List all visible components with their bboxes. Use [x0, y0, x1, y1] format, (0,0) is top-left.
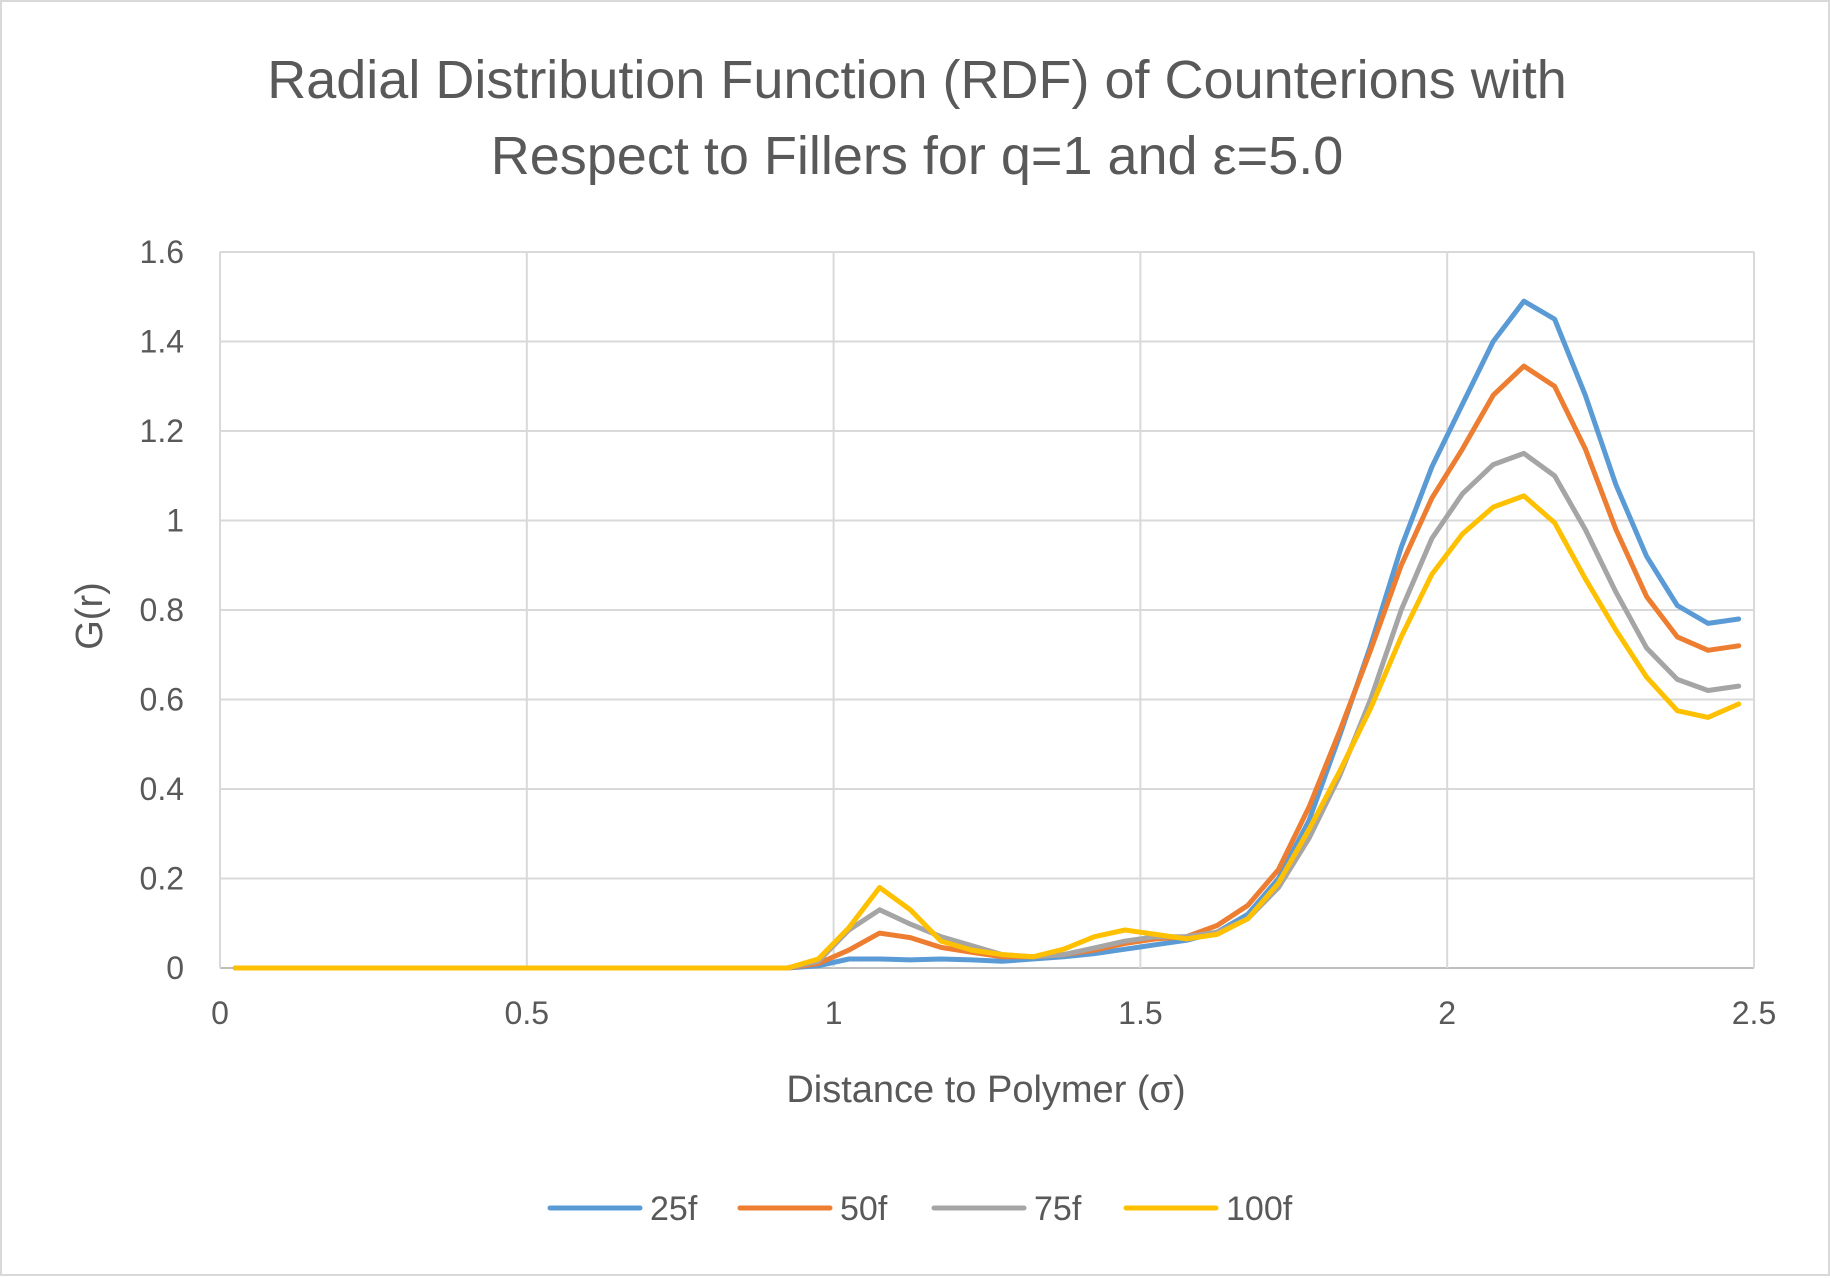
y-tick-label: 0.4 [140, 771, 184, 807]
x-tick-label: 2.5 [1732, 995, 1776, 1031]
series-line-100f [232, 493, 1742, 971]
y-tick-label: 0 [166, 950, 184, 986]
legend-item-75f: 75f [931, 1190, 1082, 1228]
legend-label: 100f [1226, 1190, 1293, 1228]
legend-label: 50f [840, 1190, 888, 1228]
y-tick-label: 1.6 [140, 234, 184, 270]
legend-item-25f: 25f [547, 1190, 698, 1228]
y-tick-label: 0.6 [140, 682, 184, 718]
series-line-75f [232, 450, 1742, 971]
x-tick-label: 2 [1438, 995, 1456, 1031]
y-tick-label: 1.2 [140, 413, 184, 449]
x-tick-label: 1.5 [1118, 995, 1162, 1031]
y-tick-label: 1.4 [140, 324, 184, 360]
x-axis-title: Distance to Polymer (σ) [786, 1069, 1185, 1111]
gridlines [219, 251, 1755, 969]
legend: 25f 50f 75f 100f [547, 1190, 1293, 1228]
chart-title: Radial Distribution Function (RDF) of Co… [267, 50, 1567, 186]
legend-item-100f: 100f [1123, 1190, 1293, 1228]
x-tick-label: 1 [825, 995, 843, 1031]
y-tick-label: 0.8 [140, 592, 184, 628]
y-axis-title: G(r) [69, 582, 111, 650]
x-tick-label: 0 [211, 995, 229, 1031]
series-lines [232, 298, 1742, 971]
y-axis-tick-labels: 0 0.2 0.4 0.6 0.8 1 1.2 1.4 1.6 [140, 234, 184, 986]
legend-label: 75f [1034, 1190, 1082, 1228]
chart-title-line-2: Respect to Fillers for q=1 and ε=5.0 [491, 126, 1344, 186]
legend-label: 25f [650, 1190, 698, 1228]
legend-item-50f: 50f [737, 1190, 888, 1228]
chart-title-line-1: Radial Distribution Function (RDF) of Co… [267, 50, 1567, 110]
series-line-25f [232, 298, 1742, 971]
y-tick-label: 0.2 [140, 861, 184, 897]
x-axis-tick-labels: 0 0.5 1 1.5 2 2.5 [211, 995, 1776, 1031]
x-tick-label: 0.5 [505, 995, 549, 1031]
y-tick-label: 1 [166, 503, 184, 539]
